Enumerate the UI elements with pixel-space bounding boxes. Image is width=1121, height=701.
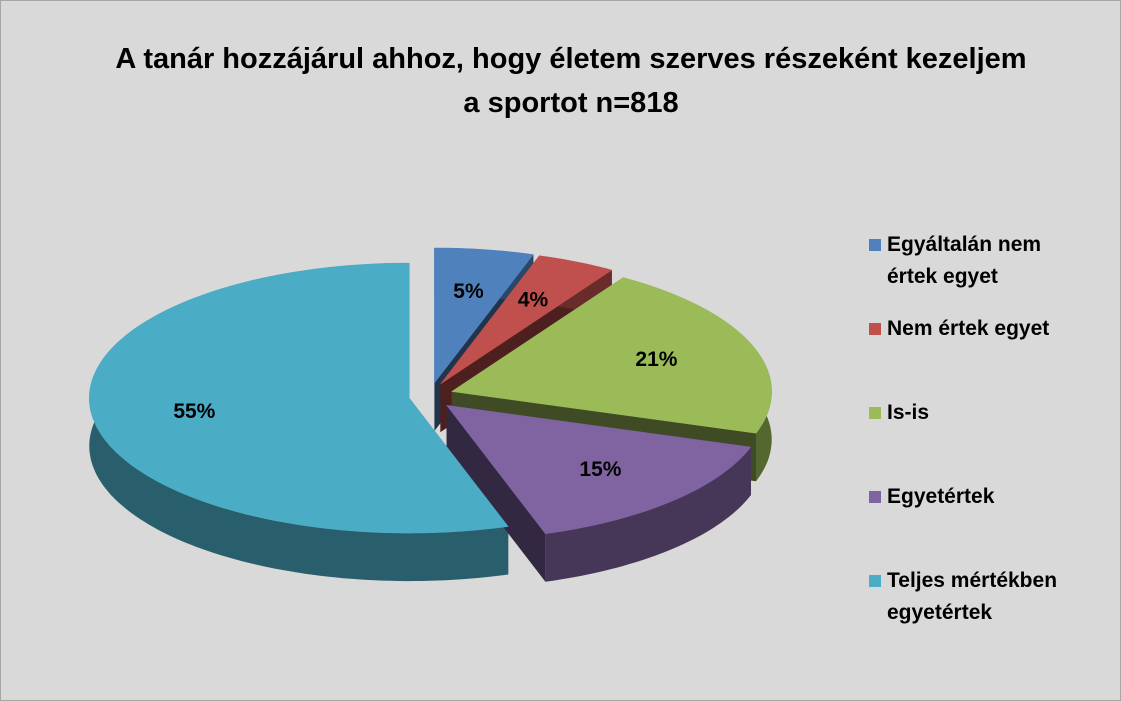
slice <box>440 255 613 385</box>
slice-side <box>446 405 546 582</box>
legend-item: Nem értek egyet <box>869 313 1109 397</box>
data-label: 4% <box>518 289 549 312</box>
legend-item: Egyáltalán nem értek egyet <box>869 229 1109 313</box>
chart-title: A tanár hozzájárul ahhoz, hogy életem sz… <box>115 43 1027 119</box>
legend-item: Is-is <box>869 397 1109 481</box>
legend-swatch <box>869 239 881 251</box>
slice <box>451 277 772 434</box>
legend-swatch <box>869 323 881 335</box>
legend-label: Is-is <box>887 401 930 424</box>
slice <box>89 262 509 534</box>
legend-label: Egyetértek <box>887 485 995 508</box>
legend-label: Egyáltalán nem értek egyet <box>887 233 1042 288</box>
legend-swatch <box>869 491 881 503</box>
legend-swatch <box>869 407 881 419</box>
legend-label: Nem értek egyet <box>887 317 1050 340</box>
legend-label: Teljes mértékben egyetértek <box>887 569 1058 624</box>
data-label: 21% <box>635 348 677 371</box>
slice <box>446 404 752 534</box>
data-label: 5% <box>453 280 484 303</box>
slice-side <box>545 447 751 582</box>
legend-swatch <box>869 575 881 587</box>
data-label: 55% <box>173 400 215 423</box>
legend: Egyáltalán nem értek egyet Nem értek egye… <box>869 229 1109 649</box>
data-label: 15% <box>579 458 621 481</box>
legend-item: Teljes mértékben egyetértek <box>869 565 1109 649</box>
legend-item: Egyetértek <box>869 481 1109 565</box>
slice <box>434 247 534 384</box>
